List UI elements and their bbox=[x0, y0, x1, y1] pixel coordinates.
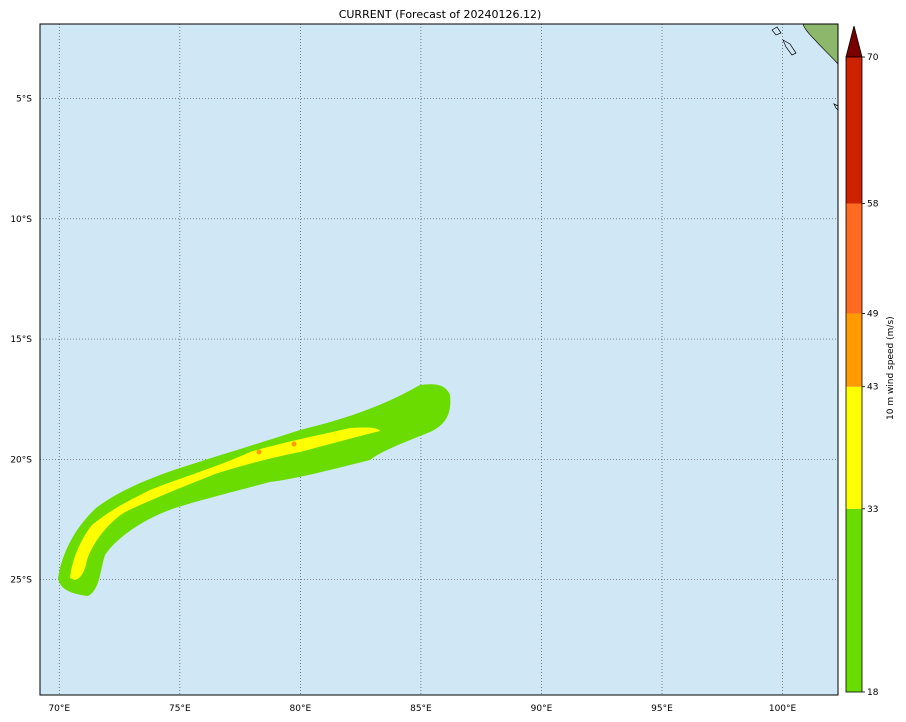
map-frame bbox=[39, 23, 839, 696]
graticule bbox=[40, 24, 838, 695]
figure-title: CURRENT (Forecast of 20240126.12) bbox=[338, 8, 542, 21]
lat-tick-label: 10°S bbox=[10, 215, 32, 225]
latitude-labels: 5°S 10°S 15°S 20°S 25°S bbox=[10, 95, 32, 586]
swath-43-49-spot bbox=[256, 449, 262, 455]
colorbar-segment bbox=[846, 57, 862, 204]
colorbar-tick-label: 18 bbox=[867, 688, 879, 698]
lat-tick-label: 5°S bbox=[16, 95, 32, 105]
colorbar-segment bbox=[846, 313, 862, 387]
colorbar-tick-label: 70 bbox=[867, 53, 879, 63]
wind-swath bbox=[58, 384, 451, 596]
lon-tick-label: 95°E bbox=[651, 704, 673, 714]
lon-tick-label: 85°E bbox=[410, 704, 432, 714]
swath-43-49-spot bbox=[291, 441, 297, 447]
lat-tick-label: 20°S bbox=[10, 455, 32, 465]
lon-tick-label: 80°E bbox=[290, 704, 312, 714]
land-sumatra bbox=[771, 23, 839, 111]
lon-tick-label: 70°E bbox=[48, 704, 70, 714]
lon-tick-label: 100°E bbox=[769, 704, 797, 714]
colorbar-tick-label: 49 bbox=[867, 309, 879, 319]
colorbar-tick-label: 58 bbox=[867, 200, 879, 210]
colorbar-extend-arrow bbox=[845, 25, 863, 58]
colorbar-tick-label: 43 bbox=[867, 383, 878, 393]
lon-tick-label: 75°E bbox=[169, 704, 191, 714]
colorbar-segment bbox=[846, 508, 862, 692]
colorbar: 18 33 43 49 58 70 bbox=[845, 25, 879, 698]
lon-tick-label: 90°E bbox=[531, 704, 553, 714]
colorbar-segment bbox=[846, 203, 862, 314]
lat-tick-label: 15°S bbox=[10, 335, 32, 345]
colorbar-label: 10 m wind speed (m/s) bbox=[886, 316, 896, 420]
ocean-background bbox=[40, 24, 838, 695]
colorbar-tick-label: 33 bbox=[867, 505, 878, 515]
lat-tick-label: 25°S bbox=[10, 576, 32, 586]
colorbar-frame bbox=[845, 56, 863, 693]
colorbar-segment bbox=[846, 386, 862, 509]
longitude-labels: 70°E 75°E 80°E 85°E 90°E 95°E 100°E bbox=[48, 704, 796, 714]
swath-33-43 bbox=[70, 427, 380, 580]
